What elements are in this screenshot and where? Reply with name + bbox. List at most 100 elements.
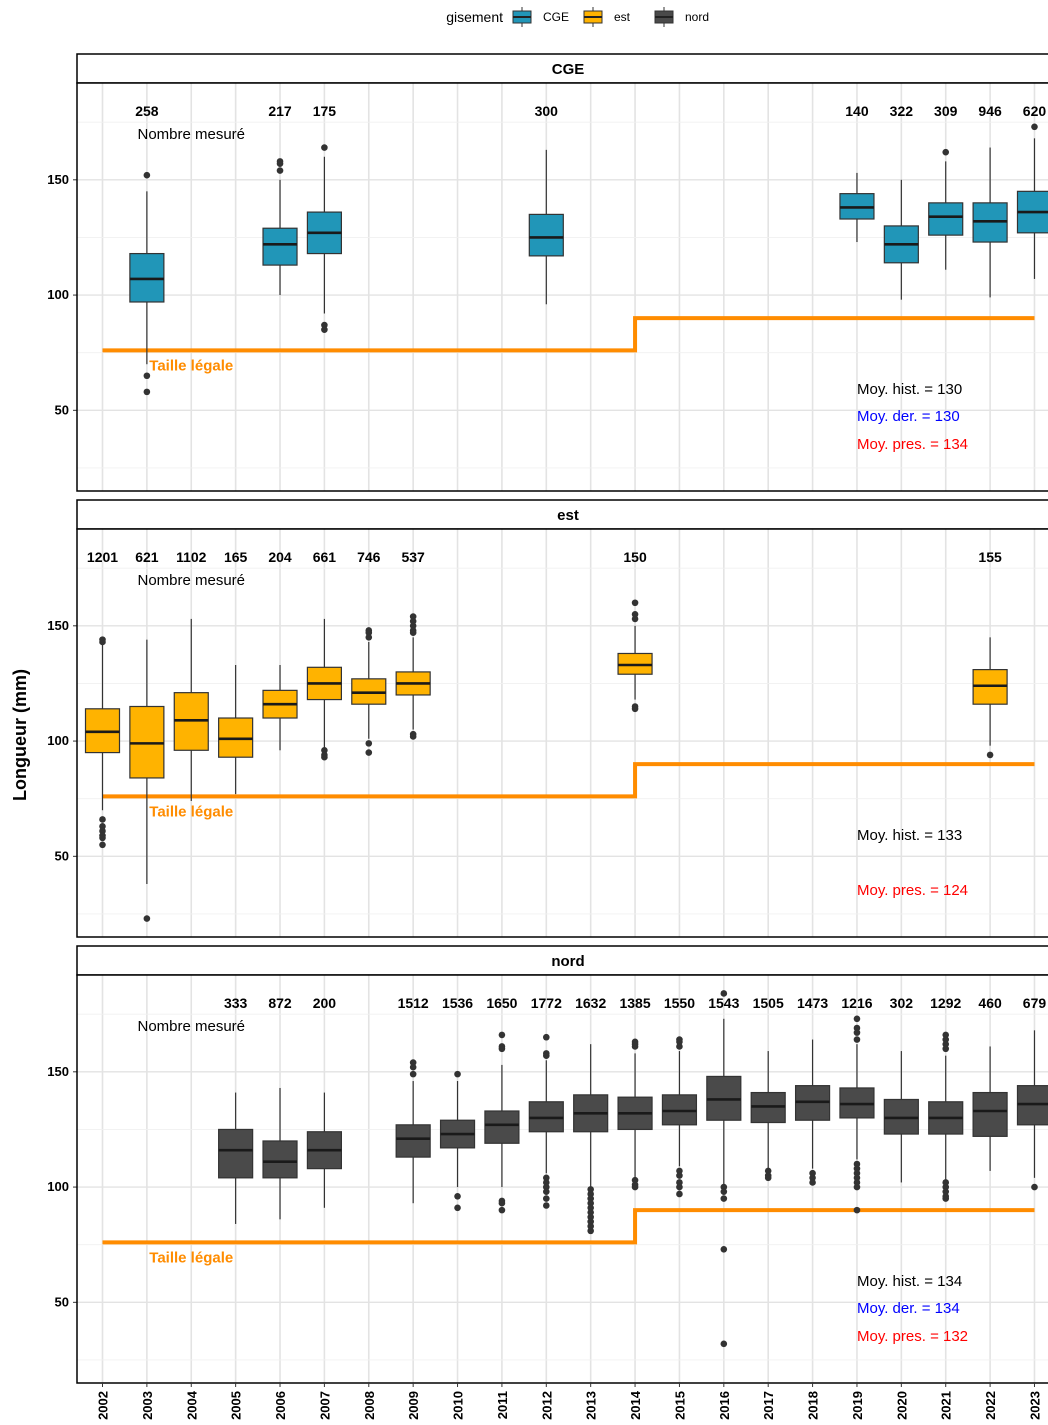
box-2007: 175	[306, 103, 342, 333]
outlier-point	[809, 1169, 816, 1177]
outlier-point	[853, 1165, 861, 1172]
count-label: 946	[978, 103, 1002, 119]
outlier-point	[409, 617, 417, 625]
stat-annotation: Moy. pres. = 134	[857, 436, 968, 453]
outlier-point	[631, 1176, 639, 1184]
y-tick-label: 50	[55, 1294, 69, 1309]
outlier-point	[720, 1195, 728, 1202]
outlier-point	[143, 388, 151, 396]
outlier-point	[587, 1222, 594, 1230]
count-label: 1512	[398, 995, 429, 1011]
legend: gisement CGE est nord	[446, 7, 709, 27]
x-tick-label: 2010	[451, 1391, 466, 1420]
outlier-point	[498, 1031, 506, 1039]
count-label: 1292	[930, 995, 961, 1011]
outlier-point	[143, 915, 151, 922]
outlier-point	[853, 1179, 861, 1186]
outlier-point	[454, 1192, 461, 1200]
y-tick-label: 100	[47, 287, 69, 302]
outlier-point	[99, 823, 106, 830]
box-iqr	[928, 202, 964, 236]
outlier-point	[498, 1199, 506, 1207]
y-tick-label: 100	[47, 733, 69, 748]
x-tick-label: 2020	[894, 1391, 909, 1420]
outlier-point	[853, 1029, 861, 1036]
outlier-point	[587, 1199, 594, 1207]
panel-title: nord	[551, 953, 584, 970]
outlier-point	[409, 1063, 417, 1071]
x-tick-label: 2006	[273, 1391, 288, 1420]
legend-label: est	[614, 10, 631, 24]
outlier-point	[853, 1024, 861, 1032]
panel-border	[76, 82, 1048, 492]
outlier-point	[720, 990, 728, 997]
x-tick-label: 2023	[1027, 1391, 1042, 1420]
outlier-point	[543, 1179, 550, 1186]
outlier-point	[409, 1070, 417, 1078]
box-2022: 946	[972, 103, 1008, 298]
count-label: 1102	[176, 549, 207, 565]
x-tick-label: 2002	[96, 1391, 111, 1420]
legend-title: gisement	[446, 9, 503, 25]
outlier-point	[543, 1052, 550, 1059]
box-2020: 322	[883, 103, 919, 300]
panel-border	[76, 528, 1048, 938]
stat-annotation: Moy. pres. = 124	[857, 882, 968, 899]
legend-key-nord	[654, 7, 674, 27]
x-tick-label: 2018	[806, 1391, 821, 1420]
x-tick-label: 2004	[184, 1390, 199, 1420]
count-label: 302	[890, 995, 914, 1011]
x-tick-label: 2011	[495, 1391, 510, 1419]
count-caption: Nombre mesuré	[137, 126, 245, 143]
box-2009: 537	[395, 549, 431, 740]
box-iqr	[395, 1124, 431, 1158]
box-2005: 333	[218, 995, 254, 1224]
box-2011: 1650	[484, 995, 520, 1214]
outlier-point	[587, 1195, 594, 1202]
outlier-point	[853, 1036, 861, 1043]
x-tick-label: 2014	[628, 1390, 643, 1420]
outlier-point	[720, 1183, 728, 1191]
outlier-point	[454, 1070, 461, 1078]
panel-est: est 50 100 150 Taille légale 1201 621 1102 165 20…	[47, 499, 1048, 938]
outlier-point	[321, 753, 328, 761]
outlier-point	[631, 705, 639, 713]
outlier-point	[587, 1204, 594, 1212]
outlier-point	[498, 1045, 506, 1053]
count-label: 1385	[619, 995, 650, 1011]
box-2012: 300	[528, 103, 564, 305]
count-label: 155	[978, 549, 1002, 565]
legend-label: nord	[685, 10, 709, 24]
count-label: 300	[535, 103, 559, 119]
count-label: 1505	[753, 995, 784, 1011]
outlier-point	[409, 1059, 417, 1066]
outlier-point	[631, 610, 639, 618]
box-2020: 302	[883, 995, 919, 1183]
legal-size-line	[102, 316, 1035, 353]
panel-strip	[76, 945, 1048, 976]
outlier-point	[631, 1183, 639, 1191]
stat-annotation: Moy. hist. = 130	[857, 381, 962, 398]
outlier-point	[409, 622, 417, 630]
x-tick-label: 2016	[717, 1391, 732, 1420]
outlier-point	[543, 1195, 550, 1202]
legend-key-cge	[512, 7, 532, 27]
count-label: 620	[1023, 103, 1047, 119]
x-tick-label: 2008	[362, 1391, 377, 1420]
outlier-point	[454, 1204, 461, 1212]
x-tick-label: 2007	[317, 1391, 332, 1420]
outlier-point	[853, 1015, 861, 1023]
outlier-point	[99, 816, 106, 823]
outlier-point	[276, 160, 284, 167]
box-iqr	[972, 1091, 1008, 1137]
y-tick-label: 50	[55, 402, 69, 417]
outlier-point	[543, 1033, 550, 1041]
outlier-point	[99, 841, 106, 849]
panel-nord: nord 50 100 150 Taille légale 333 872 200 1512 15…	[47, 945, 1048, 1384]
count-label: 1550	[664, 995, 695, 1011]
outlier-point	[942, 1040, 950, 1048]
count-caption: Nombre mesuré	[137, 572, 245, 589]
box-2023: 679	[1016, 995, 1048, 1191]
y-tick-label: 150	[47, 172, 69, 187]
outlier-point	[853, 1160, 861, 1168]
